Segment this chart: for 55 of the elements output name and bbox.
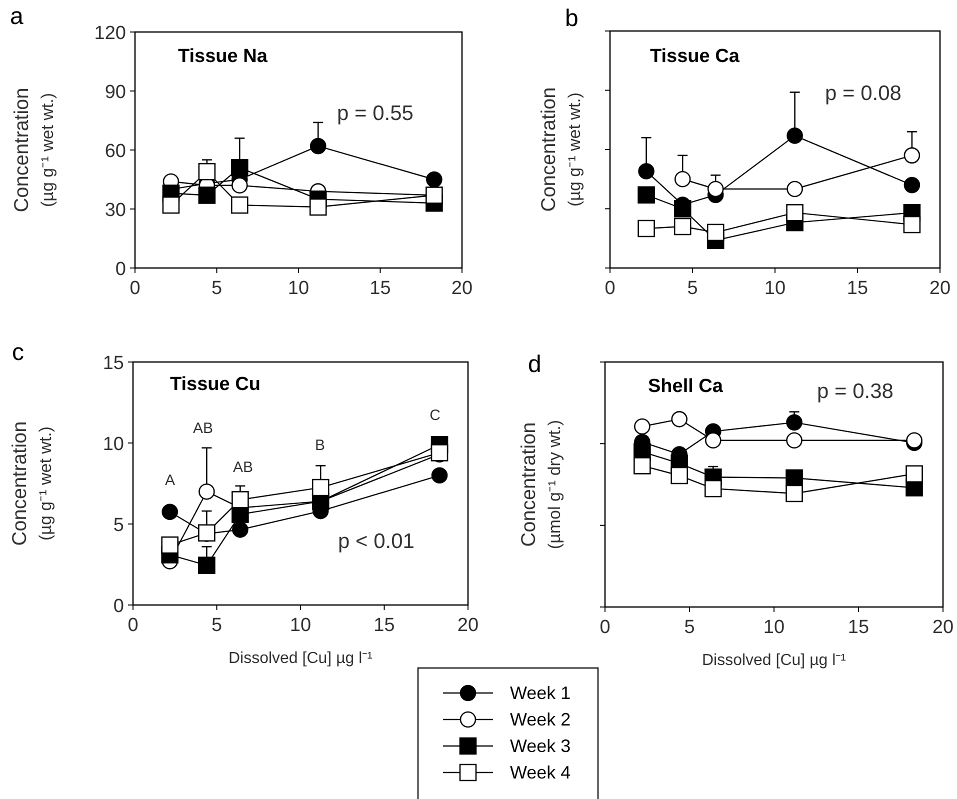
y-tick-label: 60 bbox=[104, 141, 126, 162]
text: Tissue Cu bbox=[170, 374, 260, 395]
y-axis-title: Concentration (µmol g⁻¹ dry wt.) bbox=[518, 420, 564, 550]
annotation: C bbox=[430, 407, 441, 424]
y-tick-label: 90 bbox=[104, 82, 126, 103]
x-tick-label: 15 bbox=[848, 617, 870, 638]
x-tick-label: 10 bbox=[290, 615, 312, 636]
annotation: AB bbox=[232, 459, 254, 476]
annotation: p = 0.08 bbox=[825, 82, 902, 105]
y-tick-label: 0 bbox=[113, 596, 124, 617]
text: a bbox=[10, 3, 24, 30]
x-tick-label: 0 bbox=[600, 617, 610, 638]
annotation: AB bbox=[192, 420, 214, 437]
y-axis-title: Concentration (µg g⁻¹ wet wt.) bbox=[538, 87, 584, 212]
annotation: p < 0.01 bbox=[338, 530, 414, 553]
text: d bbox=[528, 351, 542, 378]
y-tick-label: 30 bbox=[104, 200, 126, 221]
y-axis-title: Concentration (µg g⁻¹ wet wt.) bbox=[9, 421, 55, 546]
text: Tissue Ca bbox=[650, 46, 740, 67]
text: b bbox=[565, 5, 578, 32]
x-tick-label: 10 bbox=[764, 278, 786, 299]
annotation: p = 0.55 bbox=[337, 102, 414, 125]
annotation: A bbox=[164, 472, 176, 489]
x-tick-label: 5 bbox=[211, 615, 222, 636]
text: Shell Ca bbox=[648, 376, 724, 397]
legend-label: Week 4 bbox=[510, 762, 571, 782]
annotation: p = 0.38 bbox=[817, 380, 894, 403]
legend-label: Week 3 bbox=[510, 736, 571, 756]
x-tick-label: 5 bbox=[211, 278, 222, 299]
legend-label: Week 1 bbox=[510, 683, 571, 703]
x-tick-label: 15 bbox=[374, 615, 395, 636]
x-axis-title: Dissolved [Cu] µg l⁻¹ bbox=[228, 650, 373, 667]
x-tick-label: 15 bbox=[370, 278, 391, 299]
x-axis-title: Dissolved [Cu] µg l⁻¹ bbox=[702, 652, 846, 669]
y-axis-title: Concentration (µg g⁻¹ wet wt.) bbox=[11, 88, 57, 212]
x-tick-label: 10 bbox=[763, 617, 785, 638]
legend-label: Week 2 bbox=[510, 710, 571, 730]
x-tick-label: 10 bbox=[288, 278, 310, 299]
x-tick-label: 5 bbox=[684, 617, 695, 638]
x-tick-label: 20 bbox=[932, 617, 954, 638]
x-tick-label: 0 bbox=[604, 278, 616, 299]
x-tick-label: 20 bbox=[929, 278, 951, 299]
x-tick-label: 5 bbox=[687, 278, 698, 299]
text: c bbox=[12, 339, 24, 366]
y-tick-label: 120 bbox=[94, 23, 126, 44]
text: Tissue Na bbox=[178, 46, 268, 67]
y-tick-label: 0 bbox=[115, 259, 126, 280]
x-tick-label: 0 bbox=[130, 278, 140, 299]
x-tick-label: 20 bbox=[451, 278, 473, 299]
y-tick-label: 5 bbox=[113, 515, 124, 536]
x-tick-label: 15 bbox=[846, 278, 868, 299]
annotation: B bbox=[314, 437, 326, 454]
y-tick-label: 15 bbox=[102, 353, 124, 374]
y-tick-label: 10 bbox=[102, 434, 124, 455]
x-tick-label: 20 bbox=[457, 615, 479, 636]
